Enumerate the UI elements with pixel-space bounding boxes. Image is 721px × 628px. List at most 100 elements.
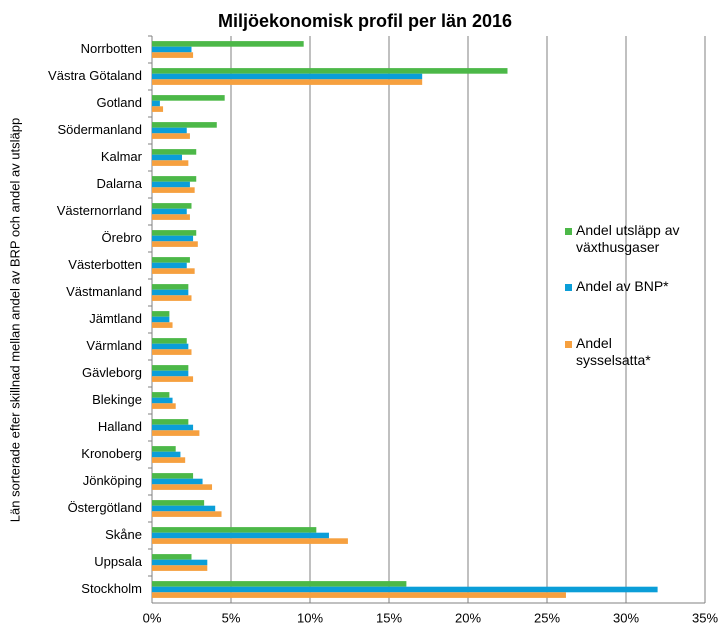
bar <box>152 322 173 328</box>
bar <box>152 316 170 323</box>
bar <box>152 538 348 544</box>
bar <box>152 46 192 53</box>
bar <box>152 451 181 458</box>
legend-item: Andel av BNP* <box>576 278 669 294</box>
bar <box>152 392 170 398</box>
bar <box>152 527 317 533</box>
bar <box>152 424 194 431</box>
y-tick-label: Gävleborg <box>82 365 142 380</box>
bar <box>152 41 304 47</box>
chart-title: Miljöekonomisk profil per län 2016 <box>218 11 512 31</box>
y-tick-label: Västerbotten <box>68 257 142 272</box>
bar <box>152 430 200 436</box>
bar <box>152 68 508 74</box>
y-tick-label: Blekinge <box>92 392 142 407</box>
x-tick-label: 0% <box>143 610 162 625</box>
bar <box>152 592 566 598</box>
legend-swatch <box>565 284 572 291</box>
bar <box>152 586 658 593</box>
y-tick-label: Halland <box>98 419 142 434</box>
y-tick-label: Kalmar <box>101 149 143 164</box>
y-tick-label: Västra Götaland <box>48 68 142 83</box>
bar <box>152 565 208 571</box>
bar <box>152 230 197 236</box>
bar <box>152 403 176 409</box>
bar <box>152 284 189 290</box>
bar <box>152 187 195 193</box>
legend-label: Andel sysselsatta* <box>576 335 651 368</box>
bar <box>152 268 195 274</box>
bar <box>152 478 203 485</box>
bar <box>152 500 205 506</box>
bar <box>152 532 329 539</box>
bar <box>152 122 217 128</box>
bar <box>152 257 190 263</box>
bar <box>152 559 208 566</box>
y-tick-label: Västernorrland <box>57 203 142 218</box>
bar <box>152 397 173 404</box>
bar <box>152 484 213 490</box>
legend-item: Andel utsläpp av växthusgaser <box>576 222 680 255</box>
bar <box>152 311 170 317</box>
y-tick-label: Gotland <box>96 95 142 110</box>
y-tick-label: Västmanland <box>66 284 142 299</box>
x-tick-label: 25% <box>534 610 560 625</box>
bar <box>152 52 194 58</box>
legend-swatch <box>565 228 572 235</box>
bar <box>152 106 164 112</box>
bar <box>152 181 190 188</box>
bar <box>152 365 189 371</box>
bar <box>152 511 222 517</box>
y-tick-label: Östergötland <box>68 500 142 515</box>
bar <box>152 154 183 161</box>
bar <box>152 235 194 242</box>
bar <box>152 203 192 209</box>
y-tick-label: Jämtland <box>89 311 142 326</box>
bar <box>152 160 189 166</box>
y-tick-label: Uppsala <box>94 554 142 569</box>
y-tick-label: Dalarna <box>96 176 142 191</box>
bar <box>152 338 187 344</box>
y-tick-label: Södermanland <box>57 122 142 137</box>
x-tick-label: 15% <box>376 610 402 625</box>
bar <box>152 73 423 80</box>
y-tick-label: Norrbotten <box>81 41 142 56</box>
bar <box>152 349 192 355</box>
bar <box>152 457 186 463</box>
x-tick-label: 20% <box>455 610 481 625</box>
legend-label: Andel av BNP* <box>576 278 669 294</box>
bar <box>152 505 216 512</box>
y-tick-label: Jönköping <box>83 473 142 488</box>
bar <box>152 289 189 296</box>
y-tick-label: Värmland <box>86 338 142 353</box>
bar <box>152 127 187 134</box>
bar <box>152 95 225 101</box>
bar <box>152 343 189 350</box>
y-tick-label: Skåne <box>105 527 142 542</box>
legend-item: Andel sysselsatta* <box>576 335 651 368</box>
x-tick-label: 35% <box>692 610 718 625</box>
bar <box>152 419 189 425</box>
bar <box>152 370 189 377</box>
bar <box>152 241 198 247</box>
bar <box>152 149 197 155</box>
bar <box>152 176 197 182</box>
y-tick-label: Kronoberg <box>81 446 142 461</box>
x-tick-label: 30% <box>613 610 639 625</box>
bar <box>152 100 160 107</box>
x-tick-label: 10% <box>297 610 323 625</box>
bar <box>152 262 187 269</box>
bar <box>152 581 407 587</box>
legend-swatch <box>565 341 572 348</box>
bar <box>152 214 190 220</box>
bar <box>152 295 192 301</box>
bar <box>152 208 187 215</box>
y-axis-label: Län sorterade efter skillnad mellan ande… <box>7 118 22 522</box>
x-tick-label: 5% <box>222 610 241 625</box>
bar <box>152 446 176 452</box>
y-tick-label: Örebro <box>102 230 142 245</box>
bar <box>152 554 192 560</box>
legend-label: Andel utsläpp av växthusgaser <box>576 222 680 255</box>
bar <box>152 79 423 85</box>
